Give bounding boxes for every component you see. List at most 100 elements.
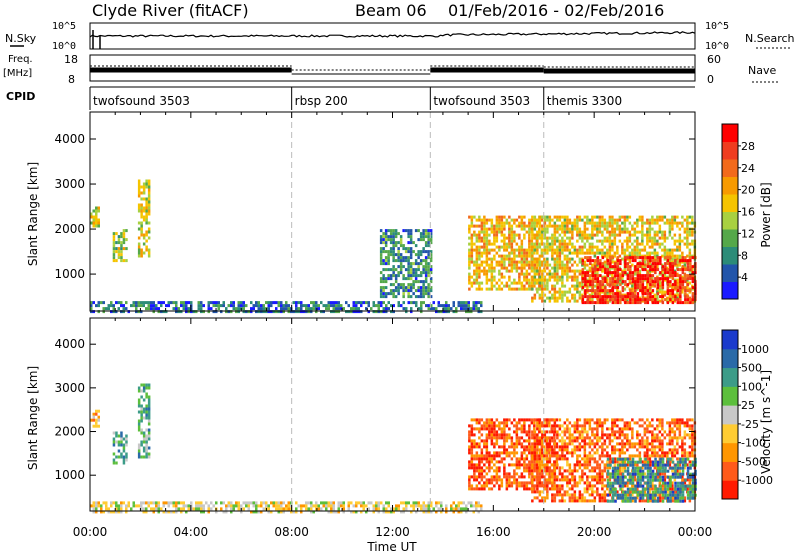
data-cell: [520, 418, 524, 422]
data-cell: [394, 241, 398, 245]
data-cell: [553, 466, 557, 470]
cpid-segment-label: twofsound 3503: [93, 94, 190, 108]
data-cell: [422, 265, 425, 269]
data-cell: [546, 418, 549, 422]
data-cell: [623, 442, 627, 446]
data-cell: [300, 504, 303, 508]
data-cell: [110, 510, 113, 514]
data-cell: [523, 439, 526, 443]
data-cell: [187, 507, 190, 511]
data-cell: [581, 262, 585, 266]
data-cell: [550, 445, 554, 449]
data-cell: [503, 242, 506, 246]
data-cell: [142, 209, 146, 213]
data-cell: [608, 245, 612, 249]
data-cell: [616, 221, 619, 225]
data-cell: [671, 292, 675, 296]
data-cell: [663, 290, 667, 294]
data-cell: [473, 233, 476, 237]
data-cell: [629, 295, 632, 299]
data-cell: [384, 295, 388, 299]
data-cell: [669, 268, 672, 272]
data-cell: [603, 439, 607, 443]
data-cell: [493, 484, 496, 488]
data-cell: [185, 510, 188, 514]
data-cell: [379, 295, 383, 299]
data-cell: [551, 472, 554, 476]
data-cell: [495, 263, 499, 267]
data-cell: [648, 221, 652, 225]
data-cell: [538, 463, 542, 467]
data-cell: [422, 301, 425, 305]
data-cell: [518, 248, 521, 252]
data-cell: [200, 307, 203, 311]
data-cell: [473, 269, 476, 273]
colorbar-swatch: [722, 159, 738, 177]
data-cell: [589, 301, 592, 305]
data-cell: [112, 256, 116, 260]
data-cell: [485, 242, 489, 246]
data-cell: [583, 487, 587, 491]
data-cell: [638, 248, 642, 252]
data-cell: [150, 301, 153, 305]
data-cell: [429, 277, 433, 281]
data-cell: [498, 484, 501, 488]
data-cell: [488, 460, 491, 464]
data-cell: [561, 263, 564, 267]
data-cell: [357, 301, 360, 305]
data-cell: [538, 263, 542, 267]
data-cell: [275, 310, 278, 314]
data-cell: [616, 245, 619, 249]
data-cell: [207, 504, 210, 508]
data-cell: [671, 262, 675, 266]
data-cell: [410, 310, 413, 314]
data-cell: [317, 507, 320, 511]
data-cell: [295, 301, 298, 305]
data-cell: [656, 256, 660, 260]
data-cell: [543, 248, 547, 252]
data-cell: [407, 265, 410, 269]
data-cell: [535, 460, 539, 464]
data-cell: [563, 490, 567, 494]
data-cell: [130, 507, 133, 511]
data-cell: [475, 236, 479, 240]
data-cell: [110, 501, 113, 505]
data-cell: [115, 461, 118, 465]
data-cell: [525, 263, 529, 267]
data-cell: [588, 445, 592, 449]
data-cell: [586, 487, 589, 491]
data-cell: [410, 504, 413, 508]
data-cell: [588, 269, 592, 273]
data-cell: [603, 224, 607, 228]
data-cell: [520, 472, 524, 476]
data-cell: [536, 469, 539, 473]
data-cell: [646, 274, 650, 278]
data-cell: [429, 265, 433, 269]
data-cell: [618, 442, 622, 446]
data-cell: [90, 310, 93, 314]
data-cell: [232, 307, 235, 311]
data-cell: [485, 281, 489, 285]
data-cell: [300, 304, 303, 308]
data-cell: [613, 421, 617, 425]
data-cell: [412, 274, 415, 278]
data-cell: [392, 247, 395, 251]
data-cell: [495, 227, 499, 231]
data-cell: [145, 239, 148, 243]
data-cell: [102, 501, 105, 505]
data-cell: [382, 286, 385, 290]
data-cell: [92, 218, 95, 222]
data-cell: [546, 460, 549, 464]
data-cell: [601, 248, 604, 252]
data-cell: [498, 451, 501, 455]
data-cell: [435, 310, 438, 314]
data-cell: [427, 244, 430, 248]
data-cell: [147, 209, 151, 213]
data-cell: [92, 418, 95, 422]
data-cell: [140, 501, 143, 505]
data-cell: [538, 478, 542, 482]
data-cell: [145, 413, 148, 417]
data-cell: [571, 263, 574, 267]
data-cell: [551, 233, 554, 237]
data-cell: [561, 484, 564, 488]
